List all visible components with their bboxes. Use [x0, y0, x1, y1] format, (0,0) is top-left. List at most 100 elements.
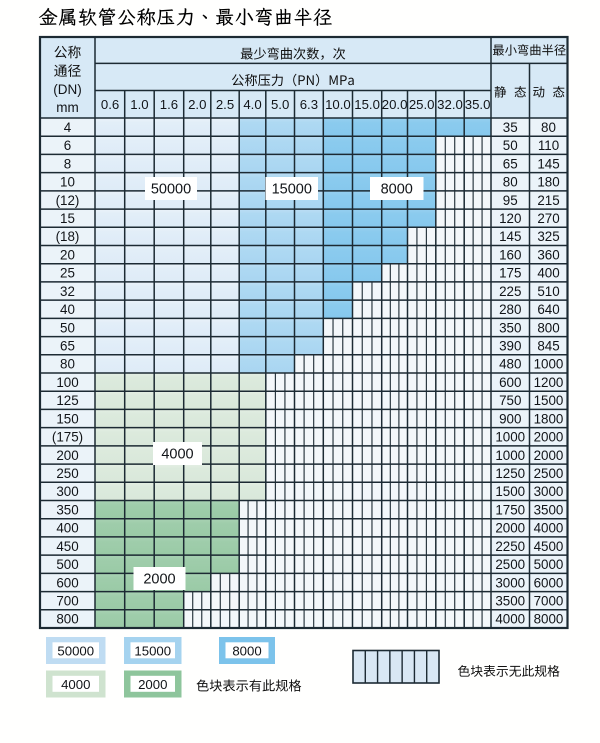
svg-text:175: 175: [499, 266, 521, 281]
svg-text:50000: 50000: [57, 643, 94, 658]
svg-text:600: 600: [499, 375, 521, 390]
svg-text:mm: mm: [56, 100, 79, 115]
svg-text:110: 110: [538, 138, 559, 153]
svg-text:1250: 1250: [495, 466, 525, 481]
svg-text:700: 700: [56, 593, 78, 608]
svg-text:4.0: 4.0: [243, 97, 261, 112]
svg-text:2000: 2000: [534, 430, 564, 445]
svg-text:15: 15: [60, 211, 75, 226]
svg-text:900: 900: [499, 411, 521, 426]
svg-text:1000: 1000: [534, 357, 564, 372]
svg-text:3000: 3000: [534, 484, 564, 499]
svg-text:360: 360: [537, 247, 559, 262]
svg-text:8000: 8000: [534, 612, 564, 627]
svg-text:95: 95: [503, 193, 518, 208]
svg-text:50: 50: [60, 320, 75, 335]
svg-text:25.0: 25.0: [409, 97, 435, 112]
svg-text:40: 40: [60, 302, 75, 317]
svg-text:50000: 50000: [151, 182, 191, 198]
svg-text:800: 800: [537, 320, 559, 335]
svg-text:300: 300: [56, 484, 78, 499]
svg-text:750: 750: [499, 393, 521, 408]
svg-text:1000: 1000: [495, 430, 525, 445]
svg-text:80: 80: [503, 175, 518, 190]
svg-text:250: 250: [56, 466, 78, 481]
svg-text:4000: 4000: [61, 677, 90, 692]
svg-text:120: 120: [499, 211, 521, 226]
svg-text:350: 350: [56, 502, 78, 517]
svg-text:(18): (18): [56, 229, 80, 244]
svg-text:500: 500: [56, 557, 78, 572]
svg-text:5.0: 5.0: [271, 97, 289, 112]
svg-text:32.0: 32.0: [437, 97, 463, 112]
svg-text:4: 4: [64, 120, 72, 135]
svg-text:350: 350: [499, 320, 521, 335]
svg-text:2.5: 2.5: [216, 97, 234, 112]
svg-text:2500: 2500: [495, 557, 525, 572]
svg-text:1500: 1500: [495, 484, 525, 499]
svg-text:180: 180: [537, 175, 559, 190]
svg-text:7000: 7000: [534, 593, 564, 608]
svg-text:390: 390: [499, 338, 521, 353]
svg-text:2000: 2000: [143, 572, 175, 588]
svg-text:8000: 8000: [381, 182, 413, 198]
svg-text:845: 845: [537, 338, 559, 353]
svg-text:1750: 1750: [495, 502, 525, 517]
svg-text:150: 150: [56, 411, 78, 426]
svg-text:3500: 3500: [495, 593, 525, 608]
svg-text:1800: 1800: [534, 411, 564, 426]
svg-text:80: 80: [541, 120, 556, 135]
svg-text:5000: 5000: [534, 557, 564, 572]
svg-text:8: 8: [64, 156, 71, 171]
svg-text:800: 800: [56, 612, 78, 627]
svg-text:65: 65: [60, 338, 75, 353]
svg-text:6000: 6000: [534, 575, 564, 590]
svg-text:4000: 4000: [534, 521, 564, 536]
svg-text:400: 400: [537, 266, 559, 281]
svg-text:1.6: 1.6: [160, 97, 178, 112]
svg-text:160: 160: [499, 247, 521, 262]
svg-text:2000: 2000: [495, 521, 525, 536]
svg-text:1500: 1500: [534, 393, 564, 408]
svg-text:215: 215: [537, 193, 559, 208]
svg-text:(175): (175): [52, 430, 83, 445]
svg-text:65: 65: [503, 156, 518, 171]
svg-text:10.0: 10.0: [325, 97, 351, 112]
svg-text:145: 145: [499, 229, 521, 244]
svg-text:10: 10: [60, 175, 75, 190]
svg-text:450: 450: [56, 539, 78, 554]
svg-text:200: 200: [56, 448, 78, 463]
svg-text:35: 35: [503, 120, 518, 135]
svg-text:15.0: 15.0: [354, 97, 380, 112]
svg-text:1200: 1200: [534, 375, 564, 390]
svg-text:20: 20: [60, 247, 75, 262]
svg-text:15000: 15000: [272, 182, 312, 198]
svg-text:(12): (12): [56, 193, 80, 208]
svg-text:4000: 4000: [495, 612, 525, 627]
svg-text:480: 480: [499, 357, 521, 372]
svg-text:80: 80: [60, 357, 75, 372]
svg-text:640: 640: [537, 302, 559, 317]
svg-text:270: 270: [537, 211, 559, 226]
svg-text:600: 600: [56, 575, 78, 590]
svg-text:2000: 2000: [534, 448, 564, 463]
svg-text:32: 32: [60, 284, 75, 299]
svg-text:2000: 2000: [138, 677, 167, 692]
svg-text:3000: 3000: [495, 575, 525, 590]
svg-text:2250: 2250: [495, 539, 525, 554]
svg-text:280: 280: [499, 302, 521, 317]
svg-text:100: 100: [56, 375, 78, 390]
svg-text:1.0: 1.0: [130, 97, 148, 112]
svg-text:35.0: 35.0: [465, 97, 491, 112]
svg-text:15000: 15000: [134, 643, 171, 658]
svg-text:4500: 4500: [534, 539, 564, 554]
svg-text:0.6: 0.6: [101, 97, 119, 112]
svg-text:4000: 4000: [161, 447, 193, 463]
svg-text:6.3: 6.3: [300, 97, 318, 112]
svg-text:50: 50: [503, 138, 518, 153]
svg-text:2.0: 2.0: [188, 97, 206, 112]
svg-text:8000: 8000: [232, 643, 261, 658]
svg-text:325: 325: [537, 229, 559, 244]
svg-text:145: 145: [537, 156, 559, 171]
svg-text:1000: 1000: [495, 448, 525, 463]
